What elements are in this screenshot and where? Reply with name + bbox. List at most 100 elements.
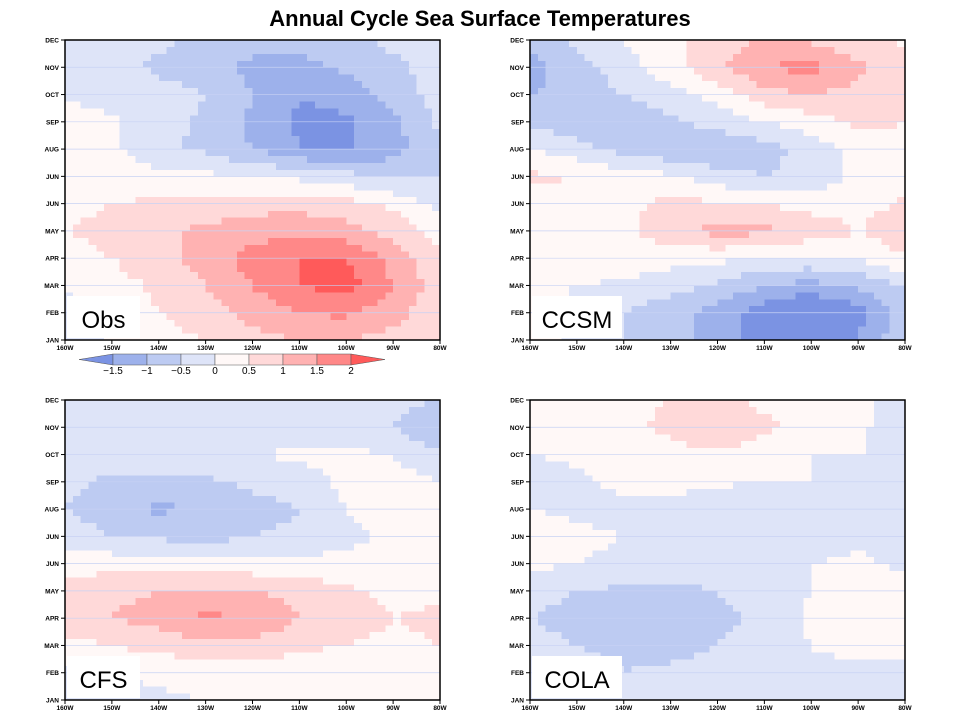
field-cell <box>80 162 89 170</box>
field-cell <box>686 149 695 157</box>
field-cell <box>369 258 378 266</box>
field-cell <box>584 108 593 116</box>
field-cell <box>322 176 331 184</box>
field-cell <box>865 101 875 109</box>
field-cell <box>639 67 648 75</box>
field-cell <box>65 40 74 48</box>
field-cell <box>811 53 820 61</box>
field-cell <box>158 326 167 334</box>
field-cell <box>772 67 781 75</box>
field-cell <box>96 149 105 157</box>
field-cell <box>346 190 355 198</box>
field-cell <box>65 53 74 61</box>
field-cell <box>662 217 671 225</box>
field-cell <box>416 278 425 286</box>
field-cell <box>158 271 167 279</box>
field-cell <box>111 128 120 136</box>
field-cell <box>346 652 355 660</box>
field-cell <box>111 271 120 279</box>
field-cell <box>72 162 81 170</box>
field-cell <box>432 46 441 54</box>
field-cell <box>897 80 906 89</box>
field-cell <box>865 190 875 198</box>
field-cell <box>346 74 355 82</box>
field-cell <box>158 645 167 653</box>
field-cell <box>608 135 617 143</box>
field-cell <box>72 155 81 164</box>
field-cell <box>576 155 585 164</box>
field-cell <box>166 333 175 341</box>
field-cell <box>764 67 773 75</box>
field-cell <box>623 210 632 218</box>
y-tick-label: MAY <box>510 228 525 235</box>
field-cell <box>221 244 230 252</box>
field-cell <box>553 74 562 82</box>
field-cell <box>205 217 214 225</box>
field-cell <box>174 611 183 619</box>
field-cell <box>881 60 890 68</box>
field-cell <box>158 176 167 184</box>
field-cell <box>569 115 578 123</box>
field-cell <box>104 251 113 259</box>
field-cell <box>670 312 679 320</box>
x-tick-label: 120W <box>244 345 262 352</box>
field-cell <box>873 319 882 327</box>
field-cell <box>338 625 347 633</box>
field-cell <box>772 94 781 102</box>
field-cell <box>881 135 890 143</box>
field-cell <box>143 135 152 143</box>
field-cell <box>584 196 593 204</box>
field-cell <box>803 162 812 170</box>
field-cell <box>748 115 757 123</box>
field-cell <box>709 162 718 170</box>
field-cell <box>213 217 222 225</box>
field-cell <box>537 271 546 279</box>
field-cell <box>576 80 585 89</box>
field-cell <box>748 135 757 143</box>
field-cell <box>96 128 105 136</box>
field-cell <box>260 679 269 687</box>
field-cell <box>842 299 851 307</box>
field-cell <box>897 319 906 327</box>
field-cell <box>834 203 843 211</box>
field-cell <box>346 299 355 307</box>
field-cell <box>135 652 144 660</box>
field-cell <box>858 203 867 211</box>
field-cell <box>268 292 277 300</box>
field-cell <box>764 94 773 102</box>
field-cell <box>236 67 245 75</box>
field-cell <box>80 115 89 123</box>
field-cell <box>408 224 417 232</box>
field-cell <box>408 271 417 279</box>
field-cell <box>260 80 269 89</box>
field-cell <box>709 285 718 293</box>
field-cell <box>873 237 882 245</box>
field-cell <box>229 292 238 300</box>
field-cell <box>322 162 331 170</box>
field-cell <box>190 176 199 184</box>
field-cell <box>600 230 609 239</box>
field-cell <box>655 230 664 239</box>
field-cell <box>338 333 347 341</box>
field-cell <box>694 265 703 273</box>
field-cell <box>678 155 687 164</box>
field-cell <box>190 638 199 646</box>
field-cell <box>150 53 160 61</box>
field-cell <box>385 271 394 279</box>
field-cell <box>307 292 316 300</box>
field-cell <box>647 53 656 61</box>
field-cell <box>694 115 703 123</box>
field-cell <box>600 87 609 95</box>
field-cell <box>330 631 339 639</box>
field-cell <box>377 611 386 619</box>
field-cell <box>213 203 222 211</box>
field-cell <box>623 67 632 75</box>
field-cell <box>190 604 199 612</box>
field-cell <box>65 87 74 95</box>
field-cell <box>315 60 324 68</box>
field-cell <box>569 176 578 184</box>
field-cell <box>315 333 324 341</box>
field-cell <box>709 319 718 327</box>
field-cell <box>600 60 609 68</box>
field-cell <box>385 659 394 667</box>
